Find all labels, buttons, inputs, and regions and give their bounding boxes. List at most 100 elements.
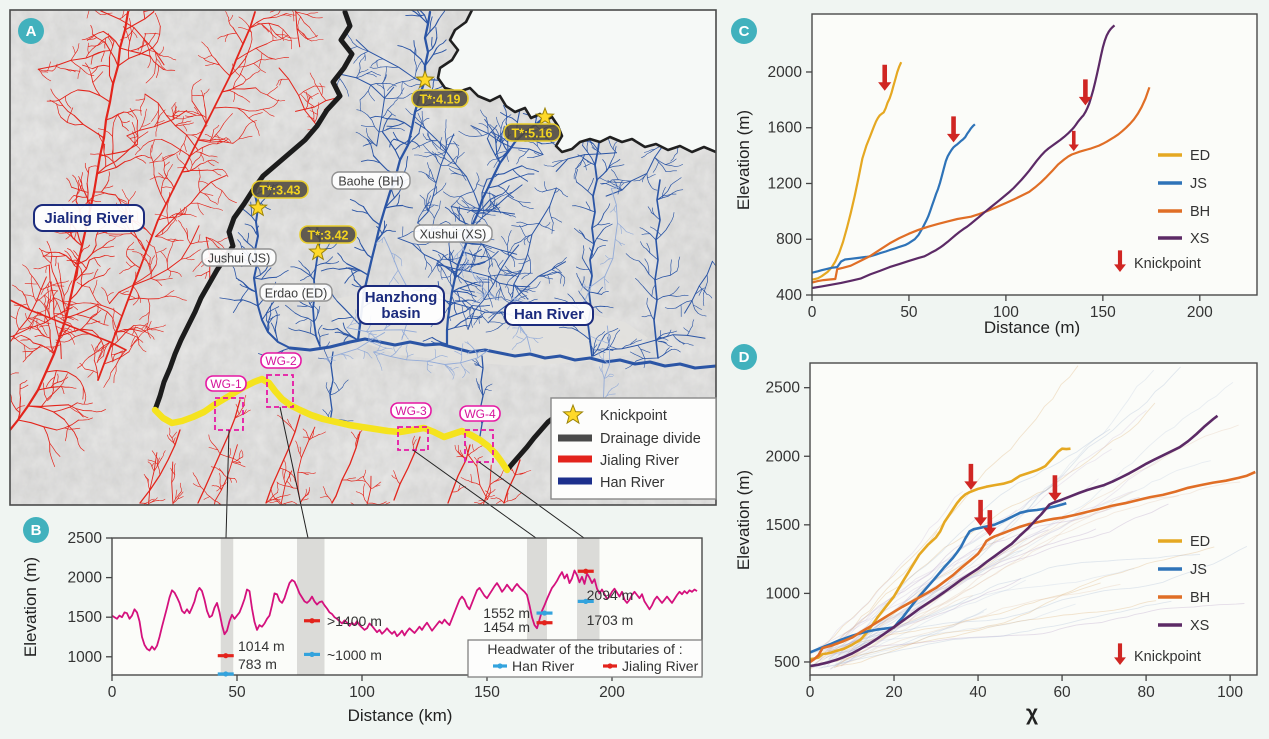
stream <box>48 295 52 319</box>
stream <box>258 52 263 68</box>
tributary-chi-profile <box>840 603 1076 649</box>
stream <box>269 99 279 109</box>
stream <box>132 329 140 346</box>
stream <box>647 206 652 213</box>
stream <box>275 57 290 60</box>
stream <box>405 14 425 17</box>
stream <box>143 10 149 20</box>
stream <box>67 248 75 257</box>
stream <box>484 389 492 391</box>
stream <box>131 336 136 347</box>
stream <box>205 63 216 66</box>
stream <box>86 10 101 15</box>
stream <box>471 293 477 302</box>
stream <box>396 194 401 207</box>
stream <box>456 200 465 208</box>
d-legend-knickpoint-arrow <box>1114 643 1126 665</box>
stream <box>647 174 656 179</box>
stream <box>290 38 292 50</box>
stream <box>283 485 299 489</box>
stream <box>66 177 72 188</box>
stream <box>306 12 319 15</box>
stream <box>301 472 309 475</box>
stream <box>194 106 199 115</box>
stream <box>449 267 453 282</box>
stream <box>310 92 319 98</box>
stream <box>665 170 677 172</box>
stream <box>210 466 219 470</box>
stream <box>231 264 237 279</box>
stream <box>635 278 644 288</box>
stream <box>331 316 353 322</box>
stream <box>523 287 537 291</box>
stream <box>426 193 429 212</box>
stream <box>446 317 469 331</box>
series-bh <box>810 470 1256 664</box>
stream <box>422 133 427 140</box>
stream <box>73 260 79 283</box>
stream <box>522 331 528 336</box>
stream <box>693 304 702 310</box>
stream <box>43 280 51 290</box>
stream <box>464 280 472 295</box>
stream <box>171 102 177 109</box>
stream <box>498 282 506 300</box>
stream <box>505 279 511 288</box>
stream <box>121 290 129 295</box>
map-knick-516: T*:5.16 <box>503 123 561 142</box>
series-js <box>810 501 1067 654</box>
stream <box>483 277 489 282</box>
stream <box>93 347 97 361</box>
stream <box>424 18 440 39</box>
stream <box>151 516 154 523</box>
stream <box>53 297 70 306</box>
stream <box>488 263 493 272</box>
stream <box>242 55 246 70</box>
stream <box>276 80 280 86</box>
stream <box>135 144 141 151</box>
river-trunk <box>139 429 181 504</box>
stream <box>449 370 454 376</box>
stream <box>323 341 330 351</box>
stream <box>209 123 224 143</box>
stream <box>610 187 619 190</box>
stream <box>597 222 611 226</box>
stream <box>620 225 622 234</box>
stream <box>19 379 28 385</box>
stream <box>103 144 107 168</box>
x-tick-label: 0 <box>806 684 815 701</box>
stream <box>215 485 222 491</box>
stream <box>490 257 493 267</box>
stream <box>356 507 362 517</box>
stream <box>90 302 123 317</box>
stream <box>641 315 652 318</box>
stream <box>652 207 655 216</box>
stream <box>452 371 455 380</box>
stream <box>488 259 490 270</box>
stream <box>40 282 59 291</box>
stream <box>96 153 126 175</box>
stream <box>174 521 177 527</box>
tributary-chi-profile <box>834 583 1121 668</box>
stream <box>126 246 130 257</box>
x-tick-label: 0 <box>108 684 117 701</box>
stream <box>154 514 159 516</box>
stream <box>69 280 90 301</box>
tributary-chi-profile <box>835 608 987 665</box>
headwater-elevation-label: 2094 m <box>587 587 634 603</box>
stream <box>77 244 97 265</box>
stream <box>476 311 486 320</box>
stream <box>655 223 670 241</box>
stream <box>447 278 454 288</box>
d-legend-knickpoint: Knickpoint <box>1134 649 1201 665</box>
stream <box>650 185 658 191</box>
stream <box>93 359 99 381</box>
stream <box>224 32 237 37</box>
stream <box>154 279 163 286</box>
stream <box>37 68 46 78</box>
stream <box>367 502 383 505</box>
stream <box>173 110 180 116</box>
stream <box>475 286 484 295</box>
stream <box>213 532 220 536</box>
